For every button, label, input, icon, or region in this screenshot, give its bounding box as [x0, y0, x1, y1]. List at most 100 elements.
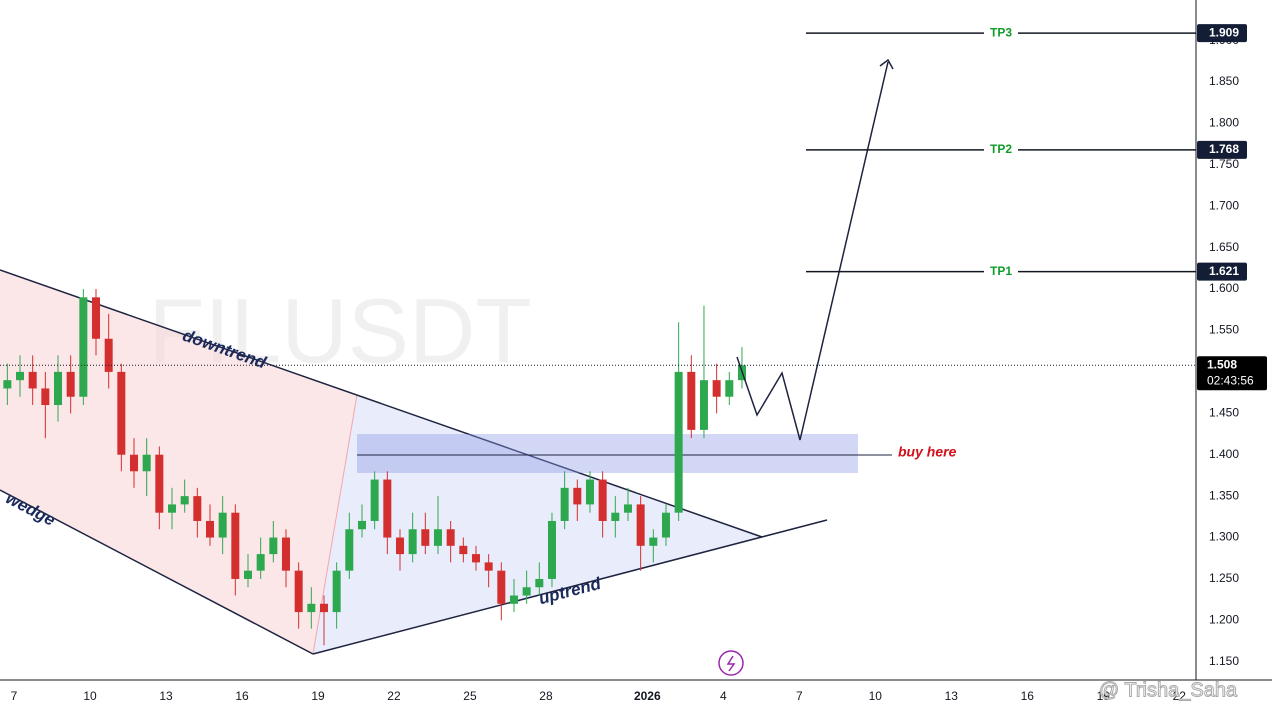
candle-body	[408, 529, 417, 555]
candle-body	[611, 512, 620, 521]
candle-body	[370, 479, 379, 521]
y-tick-label: 1.700	[1209, 198, 1239, 212]
candle-body	[332, 570, 341, 613]
candle-body	[383, 479, 392, 538]
uptrend-line	[312, 519, 828, 655]
buy-zone	[357, 434, 858, 473]
y-tick-label: 1.650	[1209, 240, 1239, 254]
candle-body	[497, 570, 506, 604]
candle-body	[180, 496, 189, 505]
candle-body	[142, 454, 151, 472]
y-tick-label: 1.400	[1209, 447, 1239, 461]
x-tick-label: 22	[1173, 689, 1187, 703]
triangle-area	[313, 395, 762, 654]
candles	[3, 289, 746, 646]
candle-body	[3, 380, 12, 389]
wedge-area	[0, 270, 357, 654]
candle-body	[357, 520, 366, 530]
x-tick-label: 16	[235, 689, 249, 703]
candle-body	[471, 554, 480, 563]
candle-body	[522, 587, 531, 596]
candle-body	[104, 338, 113, 372]
candle-body	[307, 603, 316, 613]
y-tick-label: 1.600	[1209, 281, 1239, 295]
x-tick-label: 4	[720, 689, 727, 703]
target-badge	[1197, 140, 1247, 159]
target-label-bg	[984, 25, 1018, 42]
candle-body	[484, 562, 493, 571]
x-tick-label: 13	[945, 689, 959, 703]
candle-body	[155, 454, 164, 513]
candle-body	[433, 529, 442, 546]
alert-icon[interactable]	[718, 650, 744, 676]
candle-body	[395, 537, 404, 555]
candle-body	[345, 529, 354, 571]
candle-body	[712, 380, 721, 397]
candle-body	[725, 380, 734, 397]
y-tick-label: 1.250	[1209, 571, 1239, 585]
candle-body	[421, 529, 430, 546]
y-tick-label: 1.300	[1209, 530, 1239, 544]
target-label-bg	[984, 263, 1018, 280]
target-badge	[1197, 262, 1247, 281]
y-tick-label: 1.200	[1209, 613, 1239, 627]
candle-body	[560, 487, 569, 521]
candle-body	[28, 371, 37, 389]
wedge-line	[0, 489, 314, 655]
candle-body	[79, 297, 88, 397]
y-tick-label: 1.550	[1209, 323, 1239, 337]
candle-body	[130, 454, 139, 472]
y-tick-label: 1.850	[1209, 74, 1239, 88]
overlay: 1.1501.2001.2501.3001.3501.4001.4501.500…	[0, 24, 1267, 703]
x-tick-label: 28	[539, 689, 553, 703]
candle-body	[623, 504, 632, 513]
candle-body	[585, 479, 594, 505]
x-tick-label: 2026	[634, 689, 661, 703]
candle-body	[598, 479, 607, 521]
candle-body	[459, 545, 468, 555]
candle-body	[54, 371, 63, 406]
x-tick-label: 13	[159, 689, 173, 703]
x-tick-label: 10	[869, 689, 883, 703]
last-price-label: 1.508	[1207, 357, 1237, 371]
candle-body	[117, 371, 126, 455]
candle-body	[16, 371, 25, 381]
target-label-bg	[984, 141, 1018, 158]
x-tick-label: 19	[1097, 689, 1111, 703]
candle-body	[509, 595, 518, 604]
candle-body	[294, 570, 303, 613]
last-price-badge	[1197, 356, 1267, 391]
y-tick-label: 1.800	[1209, 116, 1239, 130]
candle-body	[319, 603, 328, 613]
candle-body	[281, 537, 290, 571]
candle-body	[41, 388, 50, 406]
x-tick-label: 19	[311, 689, 325, 703]
candle-body	[66, 371, 75, 397]
y-tick-label: 1.350	[1209, 488, 1239, 502]
y-tick-label: 1.750	[1209, 157, 1239, 171]
y-tick-label: 1.150	[1209, 654, 1239, 668]
x-tick-label: 10	[83, 689, 97, 703]
downtrend-line	[0, 269, 763, 538]
x-tick-label: 7	[11, 689, 18, 703]
target-label: TP1	[990, 264, 1012, 278]
projection-arrow	[879, 58, 894, 70]
x-tick-label: 16	[1021, 689, 1035, 703]
candle-body	[269, 537, 278, 555]
candle-body	[193, 496, 202, 521]
x-tick-label: 7	[796, 689, 803, 703]
target-badge-label: 1.909	[1209, 25, 1239, 39]
candle-body	[699, 380, 708, 430]
alert-bolt	[726, 655, 736, 672]
candle-body	[649, 537, 658, 546]
x-tick-label: 22	[387, 689, 401, 703]
candle-body	[256, 554, 265, 571]
candle-body	[446, 529, 455, 546]
candle-body	[243, 570, 252, 579]
y-tick-label: 1.450	[1209, 405, 1239, 419]
target-badge-label: 1.768	[1209, 142, 1239, 156]
target-label: TP2	[990, 142, 1012, 156]
candle-body	[205, 520, 214, 538]
candle-body	[218, 512, 227, 538]
